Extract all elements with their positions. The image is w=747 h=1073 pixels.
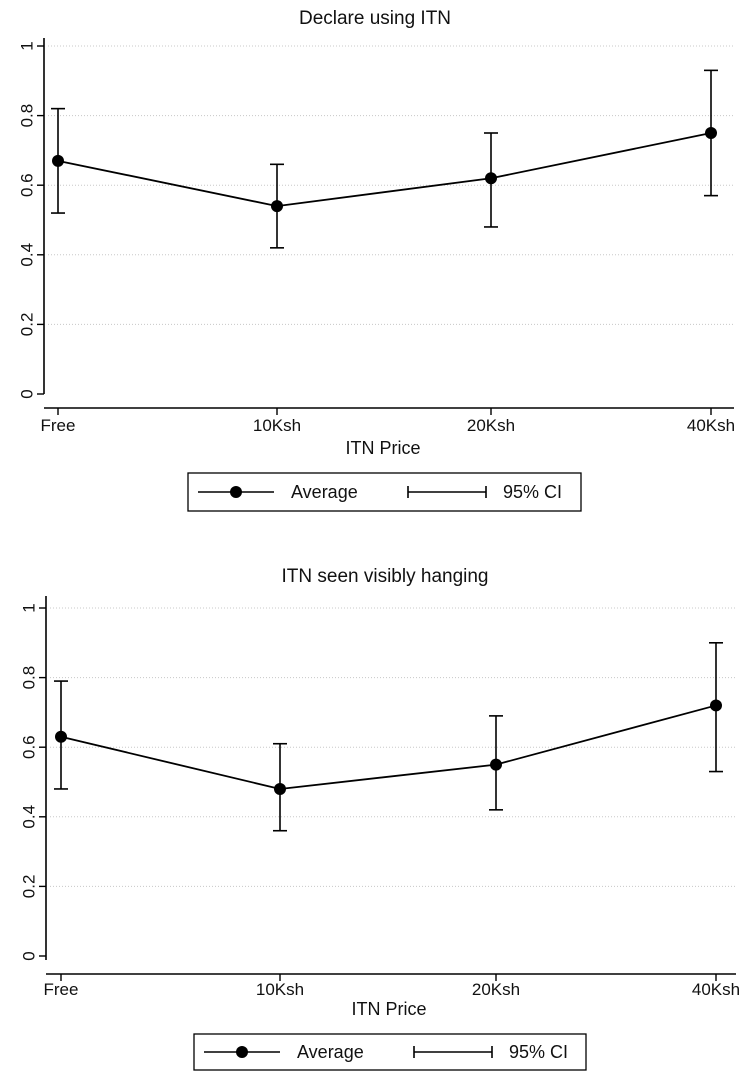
data-point bbox=[274, 782, 286, 795]
data-point bbox=[485, 172, 497, 185]
x-tick-label: 40Ksh bbox=[692, 980, 740, 999]
x-tick-label: 40Ksh bbox=[687, 416, 735, 435]
y-tick-label: 1 bbox=[18, 41, 37, 50]
data-point bbox=[710, 699, 722, 712]
chart-panel-1: Declare using ITN 0 0.2 0.4 0.6 0.8 1 Free 10K… bbox=[18, 8, 735, 512]
ci-series bbox=[51, 69, 718, 249]
data-point bbox=[271, 200, 283, 213]
legend-average-label: Average bbox=[297, 1042, 364, 1062]
chart-panel-2: ITN seen visibly hanging 00.20.40.60.81 … bbox=[20, 566, 740, 1071]
y-tick-label: 0 bbox=[20, 951, 39, 960]
legend-ci-label: 95% CI bbox=[503, 482, 562, 502]
ci-series bbox=[54, 641, 723, 832]
data-point bbox=[55, 730, 67, 743]
grid bbox=[48, 45, 734, 325]
y-tick-label: 0 bbox=[18, 389, 37, 398]
y-tick-label: 0.6 bbox=[18, 173, 37, 197]
x-tick-label: Free bbox=[44, 980, 79, 999]
data-point bbox=[490, 758, 502, 771]
y-ticks: 0 0.2 0.4 0.6 0.8 1 bbox=[20, 603, 46, 961]
y-tick-label: 0.8 bbox=[20, 666, 39, 690]
y-tick-label: 1 bbox=[20, 603, 39, 612]
y-tick-label: 0.6 bbox=[20, 735, 39, 759]
y-tick-label: 0.2 bbox=[20, 875, 39, 899]
legend-average-marker bbox=[230, 486, 242, 498]
legend-ci-label: 95% CI bbox=[509, 1042, 568, 1062]
y-tick-label: 0.2 bbox=[18, 313, 37, 337]
x-ticks: Free 10Ksh 20Ksh 40Ksh bbox=[41, 408, 735, 435]
x-axis-label: ITN Price bbox=[351, 999, 426, 1019]
legend-average-label: Average bbox=[291, 482, 358, 502]
legend: Average 95% CI bbox=[187, 472, 582, 512]
data-point bbox=[705, 127, 717, 139]
legend-average-marker bbox=[236, 1046, 248, 1058]
y-ticks: 0 0.2 0.4 0.6 0.8 1 bbox=[18, 41, 44, 399]
x-tick-label: 10Ksh bbox=[256, 980, 304, 999]
x-ticks: Free 10Ksh 20Ksh 40Ksh bbox=[44, 974, 740, 999]
line-series bbox=[55, 699, 722, 795]
series-line-average bbox=[60, 704, 717, 790]
y-tick-label: 0.4 bbox=[20, 805, 39, 829]
y-tick-label: 0.8 bbox=[18, 104, 37, 128]
x-tick-label: 20Ksh bbox=[467, 416, 515, 435]
line-series bbox=[52, 127, 717, 213]
grid bbox=[50, 607, 736, 887]
y-tick-label: 0.4 bbox=[18, 243, 37, 267]
series-line-average bbox=[57, 132, 712, 207]
data-point bbox=[52, 154, 64, 167]
legend: Average 95% CI bbox=[193, 1033, 587, 1071]
legend-box bbox=[187, 472, 582, 512]
x-axis-label: ITN Price bbox=[345, 438, 420, 458]
x-tick-label: Free bbox=[41, 416, 76, 435]
chart-title: ITN seen visibly hanging bbox=[282, 566, 489, 587]
x-tick-label: 10Ksh bbox=[253, 416, 301, 435]
chart-title: Declare using ITN bbox=[299, 8, 451, 29]
x-tick-label: 20Ksh bbox=[472, 980, 520, 999]
